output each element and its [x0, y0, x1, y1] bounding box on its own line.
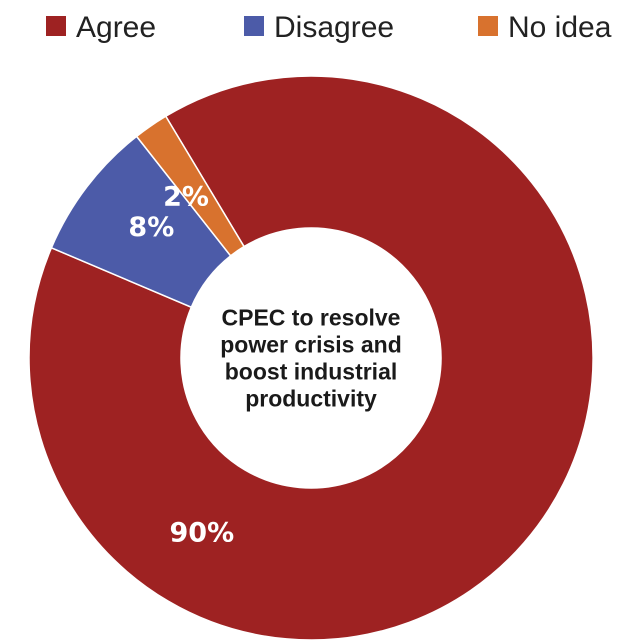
- legend-swatch-no-idea: [478, 16, 498, 36]
- slice-labels: 90% 8%2%: [128, 181, 234, 548]
- legend-swatch-disagree: [244, 16, 264, 36]
- slice-agree: [28, 75, 594, 641]
- donut-center-label: CPEC to resolve power crisis and boost ind…: [220, 305, 402, 412]
- chart-legend: Agree Disagree No idea: [46, 11, 612, 44]
- legend-item-no-idea: No idea: [478, 11, 612, 44]
- slice-label-no-idea: 2%: [163, 181, 209, 212]
- legend-label-agree: Agree: [76, 11, 156, 44]
- center-label-line: CPEC to resolve: [222, 305, 401, 331]
- center-label-line: power crisis and: [220, 332, 402, 358]
- slice-no-idea: [135, 115, 246, 257]
- slice-label-disagree: 8%: [128, 212, 174, 243]
- donut-slices: [28, 75, 594, 641]
- center-label-line: productivity: [245, 386, 377, 412]
- legend-item-disagree: Disagree: [244, 11, 394, 44]
- legend-label-disagree: Disagree: [274, 11, 394, 44]
- legend-label-no-idea: No idea: [508, 11, 612, 44]
- center-label-line: boost industrial: [225, 359, 398, 385]
- legend-item-agree: Agree: [46, 11, 156, 44]
- slice-label-agree: 90%: [170, 518, 235, 549]
- legend-swatch-agree: [46, 16, 66, 36]
